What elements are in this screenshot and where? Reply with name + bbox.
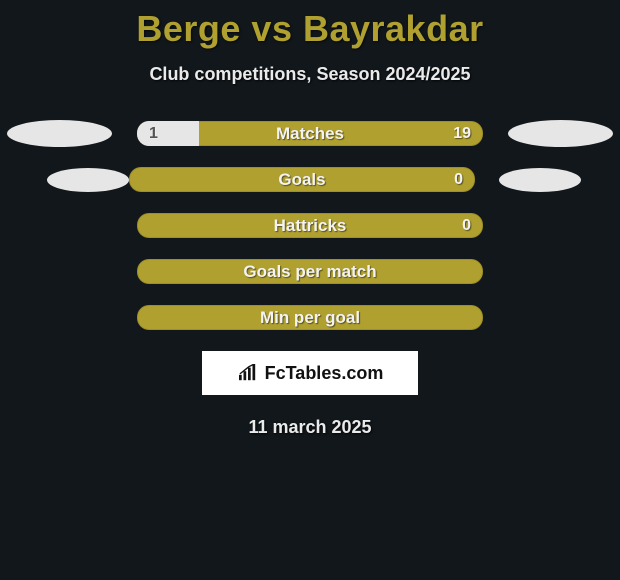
player-oval-left (47, 168, 129, 192)
subtitle: Club competitions, Season 2024/2025 (0, 64, 620, 85)
stat-label: Hattricks (137, 213, 483, 238)
date-label: 11 march 2025 (0, 417, 620, 438)
player-oval-right (508, 120, 613, 147)
stat-label: Goals per match (137, 259, 483, 284)
bar-chart-icon (237, 364, 259, 382)
oval-spacer (7, 258, 112, 285)
stat-row: 1 Matches 19 (0, 121, 620, 146)
oval-spacer (7, 212, 112, 239)
stat-label: Goals (129, 167, 475, 192)
oval-spacer (508, 304, 613, 331)
stats-list: 1 Matches 19 Goals 0 Hattricks (0, 121, 620, 330)
player-oval-left (7, 120, 112, 147)
oval-spacer (508, 212, 613, 239)
player-oval-right (499, 168, 581, 192)
stat-label: Min per goal (137, 305, 483, 330)
oval-spacer (508, 258, 613, 285)
brand-label: FcTables.com (265, 363, 384, 384)
page-title: Berge vs Bayrakdar (0, 8, 620, 50)
stat-bar: Goals per match (137, 259, 483, 284)
stat-bar: Goals 0 (129, 167, 475, 192)
oval-spacer (7, 304, 112, 331)
stat-bar: 1 Matches 19 (137, 121, 483, 146)
stat-value-right: 0 (462, 213, 471, 238)
stat-bar: Hattricks 0 (137, 213, 483, 238)
stat-row: Hattricks 0 (0, 213, 620, 238)
stat-row: Min per goal (0, 305, 620, 330)
comparison-card: Berge vs Bayrakdar Club competitions, Se… (0, 0, 620, 438)
stat-value-right: 19 (453, 121, 471, 146)
stat-label: Matches (137, 121, 483, 146)
stat-bar: Min per goal (137, 305, 483, 330)
stat-value-right: 0 (454, 167, 463, 192)
stat-row: Goals per match (0, 259, 620, 284)
brand-box[interactable]: FcTables.com (202, 351, 418, 395)
stat-row: Goals 0 (0, 167, 620, 192)
